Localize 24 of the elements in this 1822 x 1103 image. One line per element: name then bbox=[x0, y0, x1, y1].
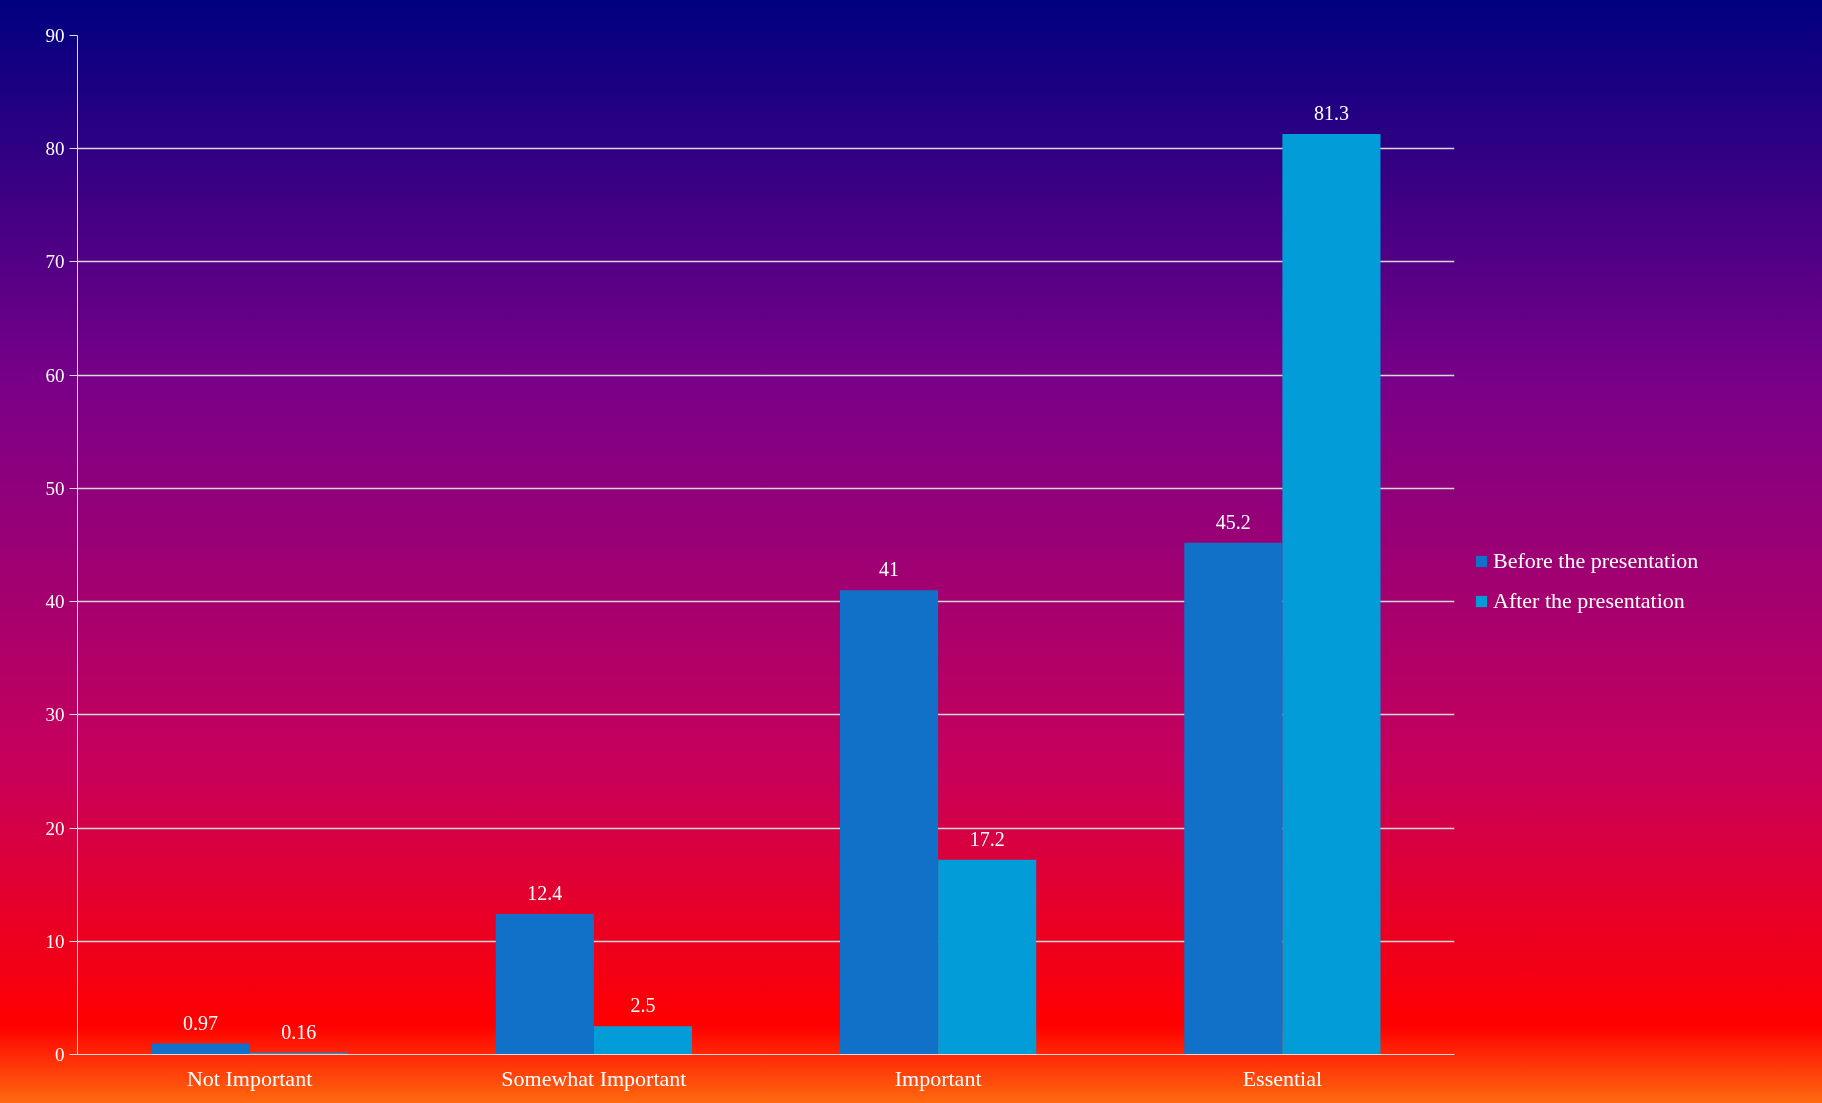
data-label: 81.3 bbox=[1313, 102, 1349, 124]
x-tick-label: Not Important bbox=[187, 1065, 313, 1091]
y-tick-label: 20 bbox=[45, 817, 65, 839]
y-tick-label: 80 bbox=[45, 138, 65, 160]
data-label: 17.2 bbox=[969, 827, 1005, 850]
y-tick-label: 60 bbox=[45, 364, 65, 386]
y-tick-label: 30 bbox=[45, 704, 65, 726]
y-tick-label: 10 bbox=[45, 930, 65, 952]
data-label: 0.97 bbox=[183, 1011, 219, 1034]
x-tick-label: Important bbox=[894, 1065, 982, 1091]
data-label: 45.2 bbox=[1215, 510, 1251, 533]
data-label: 2.5 bbox=[630, 994, 656, 1017]
x-tick-label: Somewhat Important bbox=[501, 1065, 687, 1091]
data-label: 12.4 bbox=[527, 882, 563, 905]
y-tick-label: 70 bbox=[45, 251, 65, 273]
y-tick-label: 0 bbox=[55, 1044, 65, 1065]
data-label: 0.16 bbox=[281, 1020, 317, 1043]
y-tick-label: 50 bbox=[45, 477, 65, 499]
legend-label: Before the presentation bbox=[1493, 548, 1699, 574]
x-tick-label: Essential bbox=[1242, 1065, 1323, 1091]
data-label: 41 bbox=[879, 558, 900, 581]
y-tick-label: 40 bbox=[45, 591, 65, 613]
y-tick-label: 90 bbox=[45, 25, 65, 46]
legend-label: After the presentation bbox=[1493, 588, 1685, 614]
